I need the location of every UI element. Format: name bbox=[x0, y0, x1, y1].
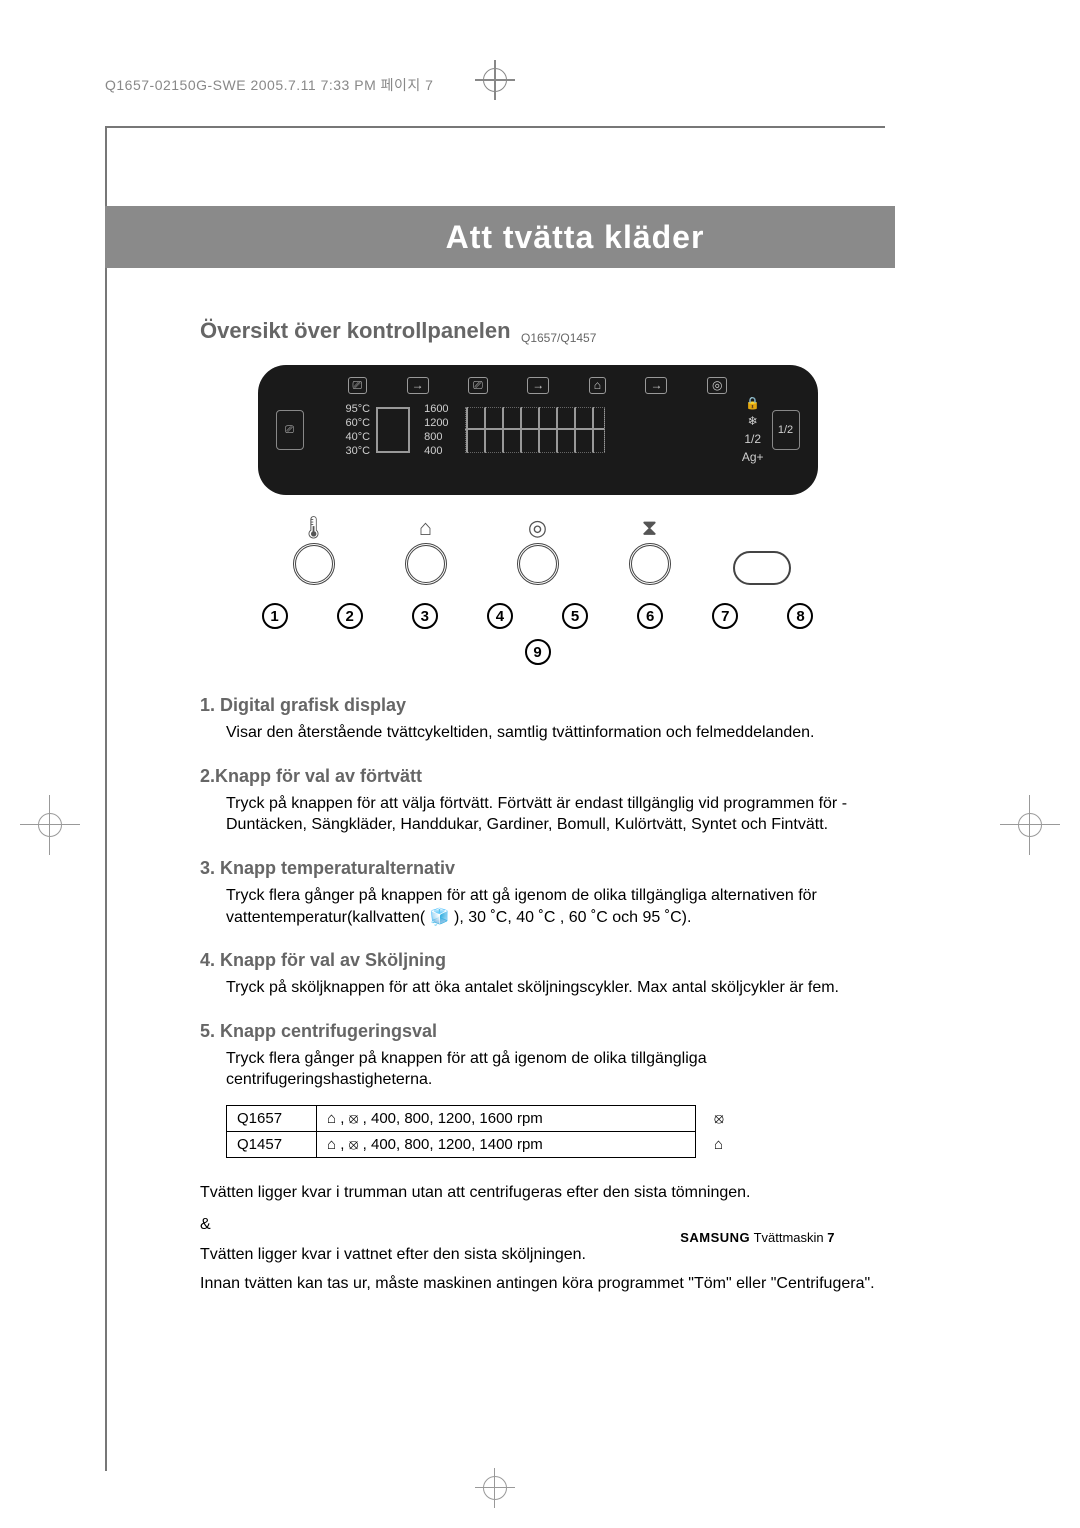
footer-label: Tvättmaskin bbox=[754, 1230, 824, 1245]
model-cell: Q1457 bbox=[227, 1131, 317, 1157]
speed-value: 800 bbox=[424, 431, 448, 443]
symbol-cell: ⦻ bbox=[696, 1105, 746, 1131]
speed-value: 1600 bbox=[424, 403, 448, 415]
title-band: Att tvätta kläder bbox=[105, 206, 895, 268]
top-icon: ⎚ bbox=[348, 377, 368, 394]
basin-icon: ⌂ bbox=[419, 515, 432, 543]
num-5: 5 bbox=[562, 603, 588, 629]
right-side-icon: 1/2 bbox=[772, 410, 800, 450]
thermometer-icon: 🌡 bbox=[300, 515, 328, 543]
crop-mark-bottom bbox=[475, 1468, 515, 1508]
overview-heading-row: Översikt över kontrollpanelen Q1657/Q145… bbox=[200, 318, 875, 345]
section-4-head: 4. Knapp för val av Sköljning bbox=[200, 950, 875, 971]
speed-list: 1600 1200 800 400 bbox=[424, 403, 448, 457]
section-3-body: Tryck flera gånger på knappen för att gå… bbox=[200, 885, 875, 928]
arrow-icon: → bbox=[645, 377, 667, 394]
paragraph-3: Innan tvätten kan tas ur, måste maskinen… bbox=[200, 1273, 875, 1295]
num-1: 1 bbox=[262, 603, 288, 629]
side-crop-right bbox=[1000, 795, 1060, 855]
snow-icon: ❄ bbox=[748, 414, 758, 428]
digit-segment bbox=[376, 407, 410, 453]
section-2-head: 2.Knapp för val av förtvätt bbox=[200, 766, 875, 787]
top-icon: ⌂ bbox=[589, 377, 606, 394]
speeds-cell: ⌂ , ⦻ , 400, 800, 1200, 1400 rpm bbox=[317, 1131, 696, 1157]
overview-heading: Översikt över kontrollpanelen bbox=[200, 318, 511, 343]
overview-models: Q1657/Q1457 bbox=[521, 331, 596, 345]
section-5-head: 5. Knapp centrifugeringsval bbox=[200, 1021, 875, 1042]
spin-icon: ◎ bbox=[528, 515, 547, 543]
number-9-row: 9 bbox=[258, 639, 818, 665]
paragraph-1: Tvätten ligger kvar i trumman utan att c… bbox=[200, 1182, 875, 1204]
page-footer: SAMSUNG Tvättmaskin 7 bbox=[680, 1230, 835, 1245]
top-icon: ⎚ bbox=[468, 377, 488, 394]
speed-value: 1200 bbox=[424, 417, 448, 429]
temp-value: 95°C bbox=[346, 403, 371, 415]
num-9: 9 bbox=[525, 639, 551, 665]
oval-button bbox=[733, 551, 791, 585]
crop-mark-top bbox=[475, 60, 515, 100]
knob bbox=[293, 543, 335, 585]
number-row: 1 2 3 4 5 6 7 8 bbox=[258, 603, 818, 629]
rpm-table: Q1657 ⌂ , ⦻ , 400, 800, 1200, 1600 rpm ⦻… bbox=[226, 1105, 746, 1158]
section-1-body: Visar den återstående tvättcykeltiden, s… bbox=[200, 722, 875, 744]
right-icon-column: 🔒 ❄ 1/2 Ag+ bbox=[742, 396, 764, 464]
num-2: 2 bbox=[337, 603, 363, 629]
speed-value: 400 bbox=[424, 445, 448, 457]
symbol-cell: ⌂ bbox=[696, 1131, 746, 1157]
section-5-body: Tryck flera gånger på knappen för att gå… bbox=[200, 1048, 875, 1091]
side-crop-left bbox=[20, 795, 80, 855]
top-icon: ◎ bbox=[707, 377, 727, 394]
num-3: 3 bbox=[412, 603, 438, 629]
table-row: Q1657 ⌂ , ⦻ , 400, 800, 1200, 1600 rpm ⦻ bbox=[227, 1105, 746, 1131]
page-title: Att tvätta kläder bbox=[446, 219, 705, 256]
knob bbox=[629, 543, 671, 585]
temp-value: 30°C bbox=[346, 445, 371, 457]
footer-brand: SAMSUNG bbox=[680, 1230, 750, 1245]
paragraph-2: Tvätten ligger kvar i vattnet efter den … bbox=[200, 1244, 875, 1266]
half-icon: 1/2 bbox=[744, 432, 761, 446]
lock-icon: 🔒 bbox=[745, 396, 760, 410]
top-icon-row: ⎚ → ⎚ → ⌂ → ◎ bbox=[348, 377, 728, 394]
hourglass-icon: ⧗ bbox=[642, 515, 657, 543]
temp-value: 60°C bbox=[346, 417, 371, 429]
section-2-body: Tryck på knappen för att välja förtvätt.… bbox=[200, 793, 875, 836]
section-3-head: 3. Knapp temperaturalternativ bbox=[200, 858, 875, 879]
knob bbox=[405, 543, 447, 585]
section-4-body: Tryck på sköljknappen för att öka antale… bbox=[200, 977, 875, 999]
arrow-icon: → bbox=[527, 377, 549, 394]
num-7: 7 bbox=[712, 603, 738, 629]
display-panel: ⎚ → ⎚ → ⌂ → ◎ ⎚ 95°C 60°C 40°C 30°C 1 bbox=[258, 365, 818, 495]
page-content: Att tvätta kläder Översikt över kontroll… bbox=[105, 126, 895, 1295]
silver-icon: Ag+ bbox=[742, 450, 764, 464]
control-panel-diagram: ⎚ → ⎚ → ⌂ → ◎ ⎚ 95°C 60°C 40°C 30°C 1 bbox=[258, 365, 818, 665]
time-display bbox=[465, 407, 605, 453]
left-side-icon: ⎚ bbox=[276, 410, 304, 450]
arrow-icon: → bbox=[407, 377, 429, 394]
model-cell: Q1657 bbox=[227, 1105, 317, 1131]
temperature-list: 95°C 60°C 40°C 30°C bbox=[346, 403, 371, 457]
knob-row: 🌡 ⌂ ◎ ⧗ bbox=[258, 515, 818, 585]
section-1-head: 1. Digital grafisk display bbox=[200, 695, 875, 716]
speeds-cell: ⌂ , ⦻ , 400, 800, 1200, 1600 rpm bbox=[317, 1105, 696, 1131]
print-header: Q1657-02150G-SWE 2005.7.11 7:33 PM 페이지 7 bbox=[105, 75, 433, 95]
knob bbox=[517, 543, 559, 585]
footer-page: 7 bbox=[827, 1230, 835, 1245]
num-8: 8 bbox=[787, 603, 813, 629]
num-4: 4 bbox=[487, 603, 513, 629]
num-6: 6 bbox=[637, 603, 663, 629]
temp-value: 40°C bbox=[346, 431, 371, 443]
table-row: Q1457 ⌂ , ⦻ , 400, 800, 1200, 1400 rpm ⌂ bbox=[227, 1131, 746, 1157]
